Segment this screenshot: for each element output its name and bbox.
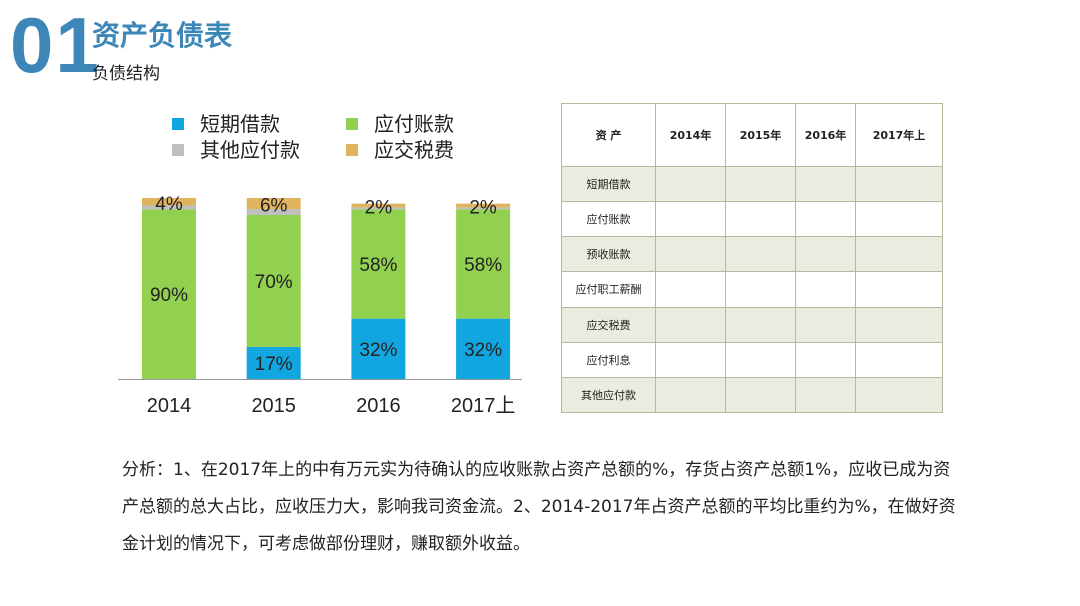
table-cell xyxy=(655,165,726,203)
bar-segment xyxy=(351,318,406,379)
table-row: 预收账款 xyxy=(561,236,943,273)
bar-segment xyxy=(246,214,301,347)
table-cell xyxy=(795,201,856,238)
table-cell xyxy=(725,376,796,414)
data-label: 32% xyxy=(464,340,502,361)
table-cell xyxy=(725,341,796,378)
bar-segment xyxy=(142,209,196,379)
category-label: 2017上 xyxy=(451,394,515,417)
table-cell xyxy=(655,236,726,273)
table-cell xyxy=(855,271,943,308)
table-row: 应付利息 xyxy=(561,341,943,378)
table-cell xyxy=(655,306,726,343)
table-cell xyxy=(855,165,943,203)
category-label: 2016 xyxy=(356,395,401,417)
data-label: 90% xyxy=(150,285,188,306)
data-label: 2% xyxy=(469,198,497,219)
data-label: 32% xyxy=(359,340,397,361)
bar-segment xyxy=(246,209,301,215)
legend-item-other-payable: 其他应付款 xyxy=(172,140,300,160)
table-cell xyxy=(855,376,943,414)
category-label: 2014 xyxy=(147,395,192,417)
data-label: 6% xyxy=(260,196,288,217)
table-cell xyxy=(795,306,856,343)
row-label: 预收账款 xyxy=(561,236,656,273)
bar-segment xyxy=(351,207,406,210)
bar-segment xyxy=(351,209,406,319)
data-label: 70% xyxy=(255,272,293,293)
bar-segment xyxy=(456,207,511,210)
bar-segment xyxy=(456,203,511,208)
analysis-text: 分析：1、在2017年上的中有万元实为待确认的应收账款占资产总额的%，存货占资产… xyxy=(122,460,956,554)
table-cell xyxy=(725,306,796,343)
table-cell xyxy=(795,236,856,273)
row-label: 应付利息 xyxy=(561,341,656,378)
legend-item-short-term: 短期借款 xyxy=(172,114,280,134)
row-label: 应付账款 xyxy=(561,201,656,238)
table-header-cell: 2015年 xyxy=(725,103,796,167)
row-label: 其他应付款 xyxy=(561,376,656,414)
legend-swatch-short-term xyxy=(172,118,184,130)
table-cell xyxy=(795,165,856,203)
row-label: 应交税费 xyxy=(561,306,656,343)
chart-legend: 短期借款 应付账款 其他应付款 应交税费 xyxy=(172,114,502,164)
bar-segment xyxy=(142,205,196,210)
table-row: 应付职工薪酬 xyxy=(561,271,943,308)
legend-label-other-payable: 其他应付款 xyxy=(200,138,300,162)
bar-segment xyxy=(456,209,511,319)
bar-segment xyxy=(456,318,511,379)
table-cell xyxy=(855,236,943,273)
table-cell xyxy=(795,271,856,308)
legend-item-tax: 应交税费 xyxy=(346,140,454,160)
table-cell xyxy=(725,271,796,308)
bar-segment xyxy=(246,346,301,379)
bar-segment xyxy=(142,198,196,206)
legend-label-short-term: 短期借款 xyxy=(200,112,280,136)
legend-label-payable: 应付账款 xyxy=(374,112,454,136)
table-cell xyxy=(655,201,726,238)
row-label: 应付职工薪酬 xyxy=(561,271,656,308)
table-cell xyxy=(795,341,856,378)
bar-segment xyxy=(351,203,406,208)
data-label: 58% xyxy=(464,255,502,276)
table-row: 短期借款 xyxy=(561,165,943,203)
data-label: 58% xyxy=(359,255,397,276)
table-cell xyxy=(855,306,943,343)
table-header-row: 资 产 2014年 2015年 2016年 2017年上 xyxy=(561,103,943,167)
table-cell xyxy=(655,271,726,308)
table-header-cell: 2014年 xyxy=(655,103,726,167)
table-row: 应付账款 xyxy=(561,201,943,238)
table-cell xyxy=(725,201,796,238)
liabilities-table: 资 产 2014年 2015年 2016年 2017年上 短期借款 应付账款 预… xyxy=(561,103,943,414)
table-header-cell: 2017年上 xyxy=(855,103,943,167)
table-header-cell: 2016年 xyxy=(795,103,856,167)
table-cell xyxy=(655,376,726,414)
page-title: 资产负债表 xyxy=(92,19,233,52)
page-subtitle: 负债结构 xyxy=(92,64,160,84)
table-cell xyxy=(855,201,943,238)
table-row: 应交税费 xyxy=(561,306,943,343)
data-label: 17% xyxy=(255,354,293,375)
table-cell xyxy=(655,341,726,378)
bar-segment xyxy=(246,198,301,210)
legend-item-payable: 应付账款 xyxy=(346,114,454,134)
data-label: 2% xyxy=(365,198,393,219)
table-header-cell: 资 产 xyxy=(561,103,656,167)
table-cell xyxy=(725,165,796,203)
table-cell xyxy=(855,341,943,378)
legend-swatch-other-payable xyxy=(172,144,184,156)
legend-label-tax: 应交税费 xyxy=(374,138,454,162)
category-label: 2015 xyxy=(251,395,296,417)
row-label: 短期借款 xyxy=(561,165,656,203)
section-number: 01 xyxy=(10,1,101,89)
legend-swatch-payable xyxy=(346,118,358,130)
table-row: 其他应付款 xyxy=(561,376,943,414)
table-cell xyxy=(795,376,856,414)
legend-swatch-tax xyxy=(346,144,358,156)
stacked-bar-chart: 0%90%4%201417%70%6%201532%58%2%201632%58… xyxy=(118,194,522,417)
data-label: 4% xyxy=(155,194,183,215)
table-cell xyxy=(725,236,796,273)
